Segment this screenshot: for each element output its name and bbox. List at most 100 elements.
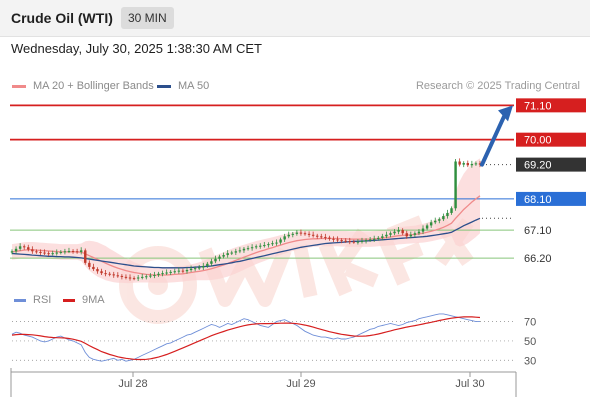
candle xyxy=(100,268,103,276)
candle xyxy=(67,247,71,254)
candle xyxy=(478,160,482,168)
candle xyxy=(218,254,221,262)
candle xyxy=(124,274,128,280)
rsi-series-rsi xyxy=(11,313,480,362)
candle-body xyxy=(470,163,474,166)
candle-body xyxy=(55,252,58,254)
candle-body xyxy=(336,239,339,241)
candle xyxy=(438,217,441,224)
candle xyxy=(10,249,14,255)
rsi-tick-70: 70 xyxy=(524,317,536,329)
candle xyxy=(31,246,34,254)
candle-body xyxy=(381,236,384,238)
candle xyxy=(242,246,246,253)
candle xyxy=(75,248,79,254)
x-tick-label: Jul 30 xyxy=(455,378,484,390)
candle-body xyxy=(59,251,63,253)
candle-body xyxy=(14,248,18,252)
candle-body xyxy=(429,222,433,226)
candle xyxy=(71,249,75,254)
rsi-ma-swatch xyxy=(63,298,75,302)
candle xyxy=(161,270,164,277)
arrow-head xyxy=(498,105,513,122)
candle-body xyxy=(27,247,30,250)
timeframe-badge[interactable]: 30 MIN xyxy=(121,7,174,29)
candle xyxy=(39,249,42,256)
candle-body xyxy=(271,243,274,245)
candle-body xyxy=(446,212,449,217)
candle xyxy=(35,249,38,254)
ma50-line xyxy=(11,217,481,269)
candle xyxy=(328,235,331,241)
candle-body xyxy=(18,246,22,249)
candle-body xyxy=(275,242,278,244)
candle-body xyxy=(328,237,331,239)
candle-body xyxy=(442,216,445,220)
candle xyxy=(189,265,193,272)
candle-body xyxy=(303,233,307,235)
candle xyxy=(214,255,217,264)
candle xyxy=(372,235,376,242)
candle-body xyxy=(157,273,160,276)
ma20-label: MA 20 + Bollinger Bands xyxy=(33,80,154,92)
candle-body xyxy=(287,234,290,237)
candle xyxy=(120,274,124,280)
candle xyxy=(364,238,368,244)
candle xyxy=(348,237,351,245)
research-credit: Research © 2025 Trading Central xyxy=(415,80,580,92)
candle-body xyxy=(104,273,107,275)
candle xyxy=(320,233,323,239)
candle-body xyxy=(259,245,262,247)
candle xyxy=(234,248,238,256)
candle-body xyxy=(360,241,364,243)
candle-body xyxy=(202,265,205,268)
candle-body xyxy=(348,241,351,243)
candle xyxy=(454,158,457,211)
candle xyxy=(291,231,295,238)
candle xyxy=(458,158,461,167)
candle xyxy=(197,265,201,271)
candle xyxy=(271,240,274,247)
candle-body xyxy=(149,275,152,277)
legend-ma20: MA 20 + Bollinger Bands xyxy=(12,80,154,92)
candle-body xyxy=(197,267,201,269)
candle xyxy=(202,262,205,271)
candle xyxy=(332,236,335,242)
candle-body xyxy=(71,250,75,252)
candle xyxy=(51,250,54,256)
candle xyxy=(470,160,474,168)
candle xyxy=(222,252,225,259)
candle-body xyxy=(413,233,417,235)
rsi-panel: 70 50 30 xyxy=(11,313,536,367)
candle-body xyxy=(434,220,437,223)
rsi-tick-50: 50 xyxy=(524,336,536,348)
candle xyxy=(193,266,197,272)
candle xyxy=(324,233,327,241)
candle-body xyxy=(307,233,311,235)
legend-ma50: MA 50 xyxy=(157,80,209,92)
legend-rsi-ma: 9MA xyxy=(63,294,105,306)
candle xyxy=(356,239,360,245)
moving-averages xyxy=(11,195,481,276)
candle xyxy=(462,161,465,168)
candle-body xyxy=(145,276,148,278)
ma20-line xyxy=(11,195,481,276)
candle xyxy=(381,233,384,241)
candle xyxy=(315,233,319,239)
candle-body xyxy=(250,247,254,249)
candle-body xyxy=(320,236,323,238)
candle-body xyxy=(31,249,34,252)
candle xyxy=(55,249,58,256)
candle-body xyxy=(88,262,91,267)
candle-body xyxy=(35,251,38,253)
arrow-shaft xyxy=(480,112,507,167)
candle-body xyxy=(332,238,335,240)
candle xyxy=(141,273,144,280)
candle-body xyxy=(10,251,14,253)
datetime-label: Wednesday, July 30, 2025 1:38:30 AM CET xyxy=(11,41,262,56)
candle-body xyxy=(84,250,87,263)
candle xyxy=(413,231,417,238)
candle xyxy=(340,238,343,244)
candle-body xyxy=(474,163,478,165)
